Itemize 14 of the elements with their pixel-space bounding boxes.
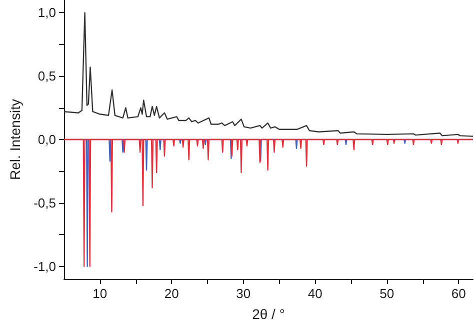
x-tick-label: 10 [92, 286, 108, 301]
x-tick-label: 40 [308, 286, 322, 301]
y-tick-label: 1,0 [38, 5, 56, 20]
y-axis-title: Rel. Intensity [7, 99, 23, 180]
line-series [63, 12, 474, 137]
x-tick-label: 60 [451, 286, 466, 301]
x-tick-label: 50 [380, 286, 394, 301]
x-tick-label: 20 [164, 286, 179, 301]
y-tick-label: 0,5 [38, 68, 56, 84]
x-tick-label: 30 [236, 286, 251, 301]
y-tick-label: -1,0 [34, 258, 56, 274]
y-tick-label: -0,5 [34, 195, 56, 210]
x-axis-title: 2θ / ° [252, 306, 285, 322]
y-tick-label: 0,0 [38, 132, 56, 147]
